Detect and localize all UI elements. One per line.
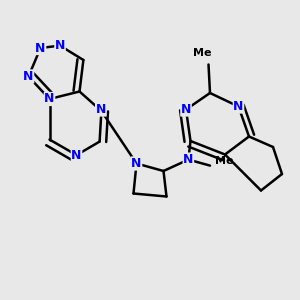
Text: Me: Me <box>214 156 233 166</box>
Text: Me: Me <box>193 49 212 58</box>
Text: N: N <box>131 157 142 170</box>
Text: N: N <box>71 148 82 162</box>
Text: N: N <box>55 39 65 52</box>
Text: N: N <box>44 92 55 106</box>
Text: N: N <box>233 100 244 113</box>
Text: N: N <box>181 103 191 116</box>
Text: N: N <box>183 153 194 166</box>
Text: N: N <box>23 70 34 83</box>
Text: N: N <box>96 103 106 116</box>
Text: N: N <box>35 41 46 55</box>
